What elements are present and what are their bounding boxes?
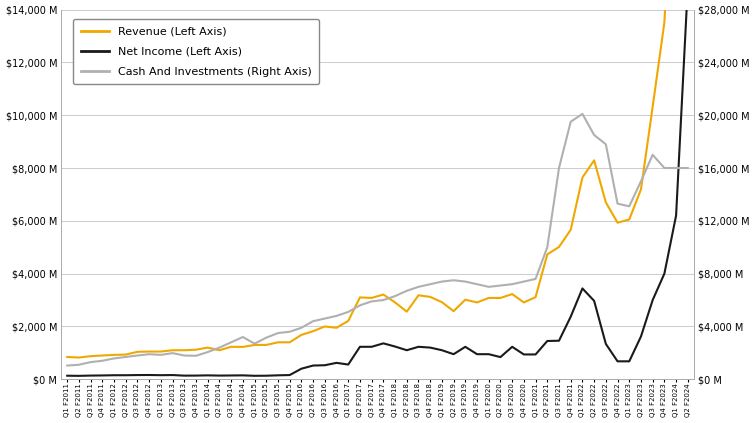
Legend: Revenue (Left Axis), Net Income (Left Axis), Cash And Investments (Right Axis): Revenue (Left Axis), Net Income (Left Ax… (73, 19, 319, 84)
